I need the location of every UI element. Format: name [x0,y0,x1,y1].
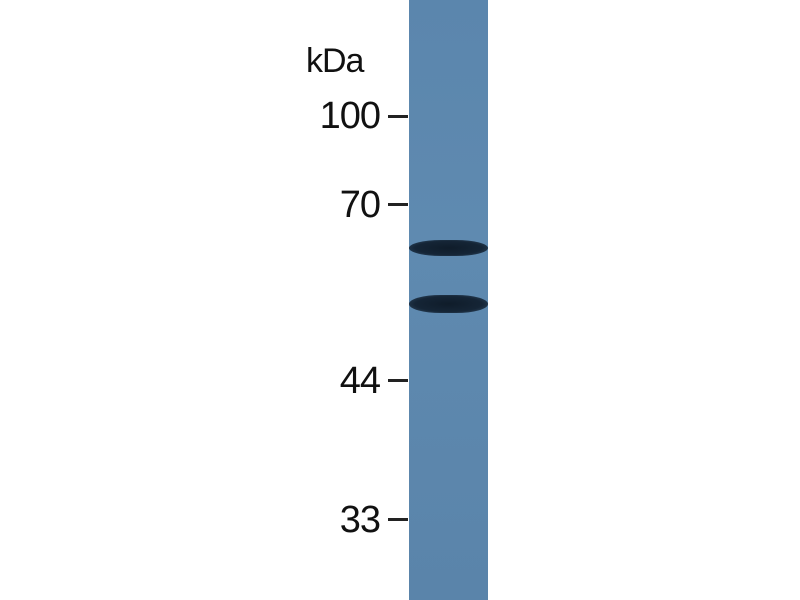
marker-label-70: 70 [339,184,381,226]
marker-tick-33 [388,518,408,521]
marker-tick-100 [388,115,408,118]
protein-band-upper [409,240,488,256]
marker-tick-70 [388,203,408,206]
protein-band-lower [409,295,488,313]
marker-tick-44 [388,379,408,382]
unit-label: kDa [306,42,364,80]
marker-label-44: 44 [339,360,381,402]
marker-label-33: 33 [339,499,381,541]
marker-label-100: 100 [319,95,381,137]
